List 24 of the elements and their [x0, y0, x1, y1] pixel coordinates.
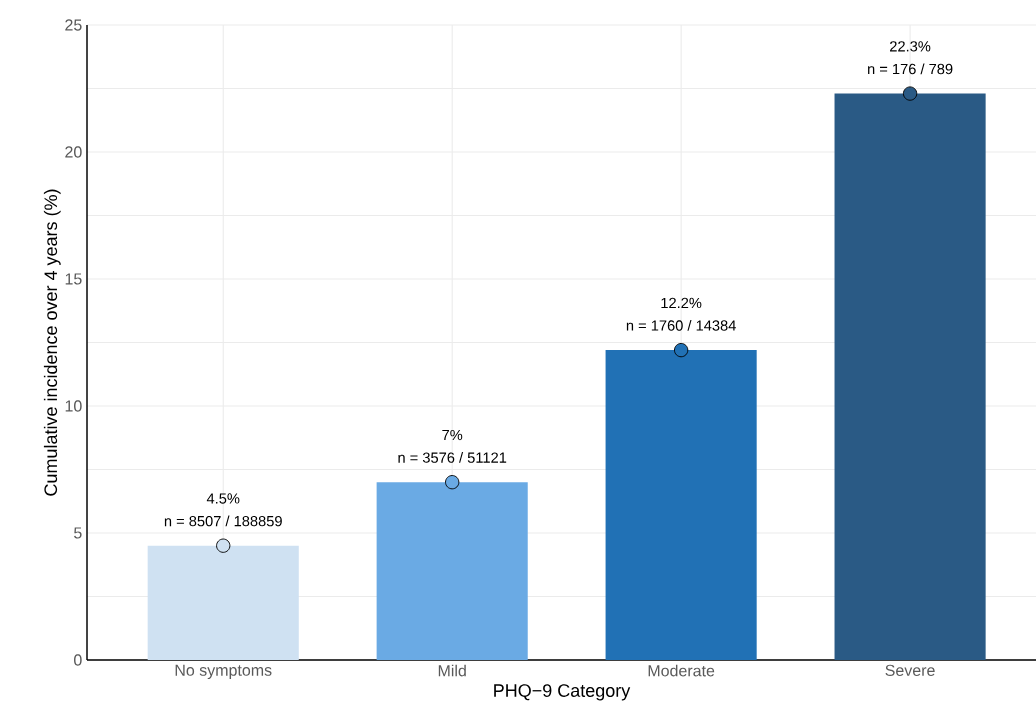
- x-tick-label: No symptoms: [175, 664, 272, 680]
- y-tick-label: 25: [65, 19, 82, 31]
- point: [673, 342, 689, 358]
- point: [216, 538, 231, 553]
- x-tick-label: Moderate: [648, 664, 715, 677]
- annotation: 7%: [442, 429, 463, 441]
- annotation: 12.2%: [661, 297, 702, 309]
- y-axis-title: Cumulative incidence over 4 years (%): [43, 189, 61, 496]
- annotation: n = 1760 / 14384: [626, 319, 736, 331]
- y-tick-label: 0: [74, 654, 82, 666]
- annotation: n = 176 / 789: [868, 63, 953, 75]
- annotation: 22.3%: [890, 41, 931, 52]
- annotation: n = 8507 / 188859: [164, 515, 282, 527]
- point: [445, 475, 460, 490]
- y-tick-label: 10: [65, 400, 82, 412]
- y-tick-label: 15: [65, 273, 82, 285]
- x-tick-label: Severe: [885, 664, 935, 677]
- y-tick-label: 20: [65, 146, 82, 158]
- annotation: 4.5%: [206, 493, 240, 504]
- y-tick-label: 5: [74, 527, 82, 539]
- x-tick-label: Mild: [438, 664, 466, 677]
- annotation: n = 3576 / 51121: [398, 452, 507, 463]
- point: [902, 86, 918, 101]
- x-axis-title: PHQ−9 Category: [494, 684, 631, 701]
